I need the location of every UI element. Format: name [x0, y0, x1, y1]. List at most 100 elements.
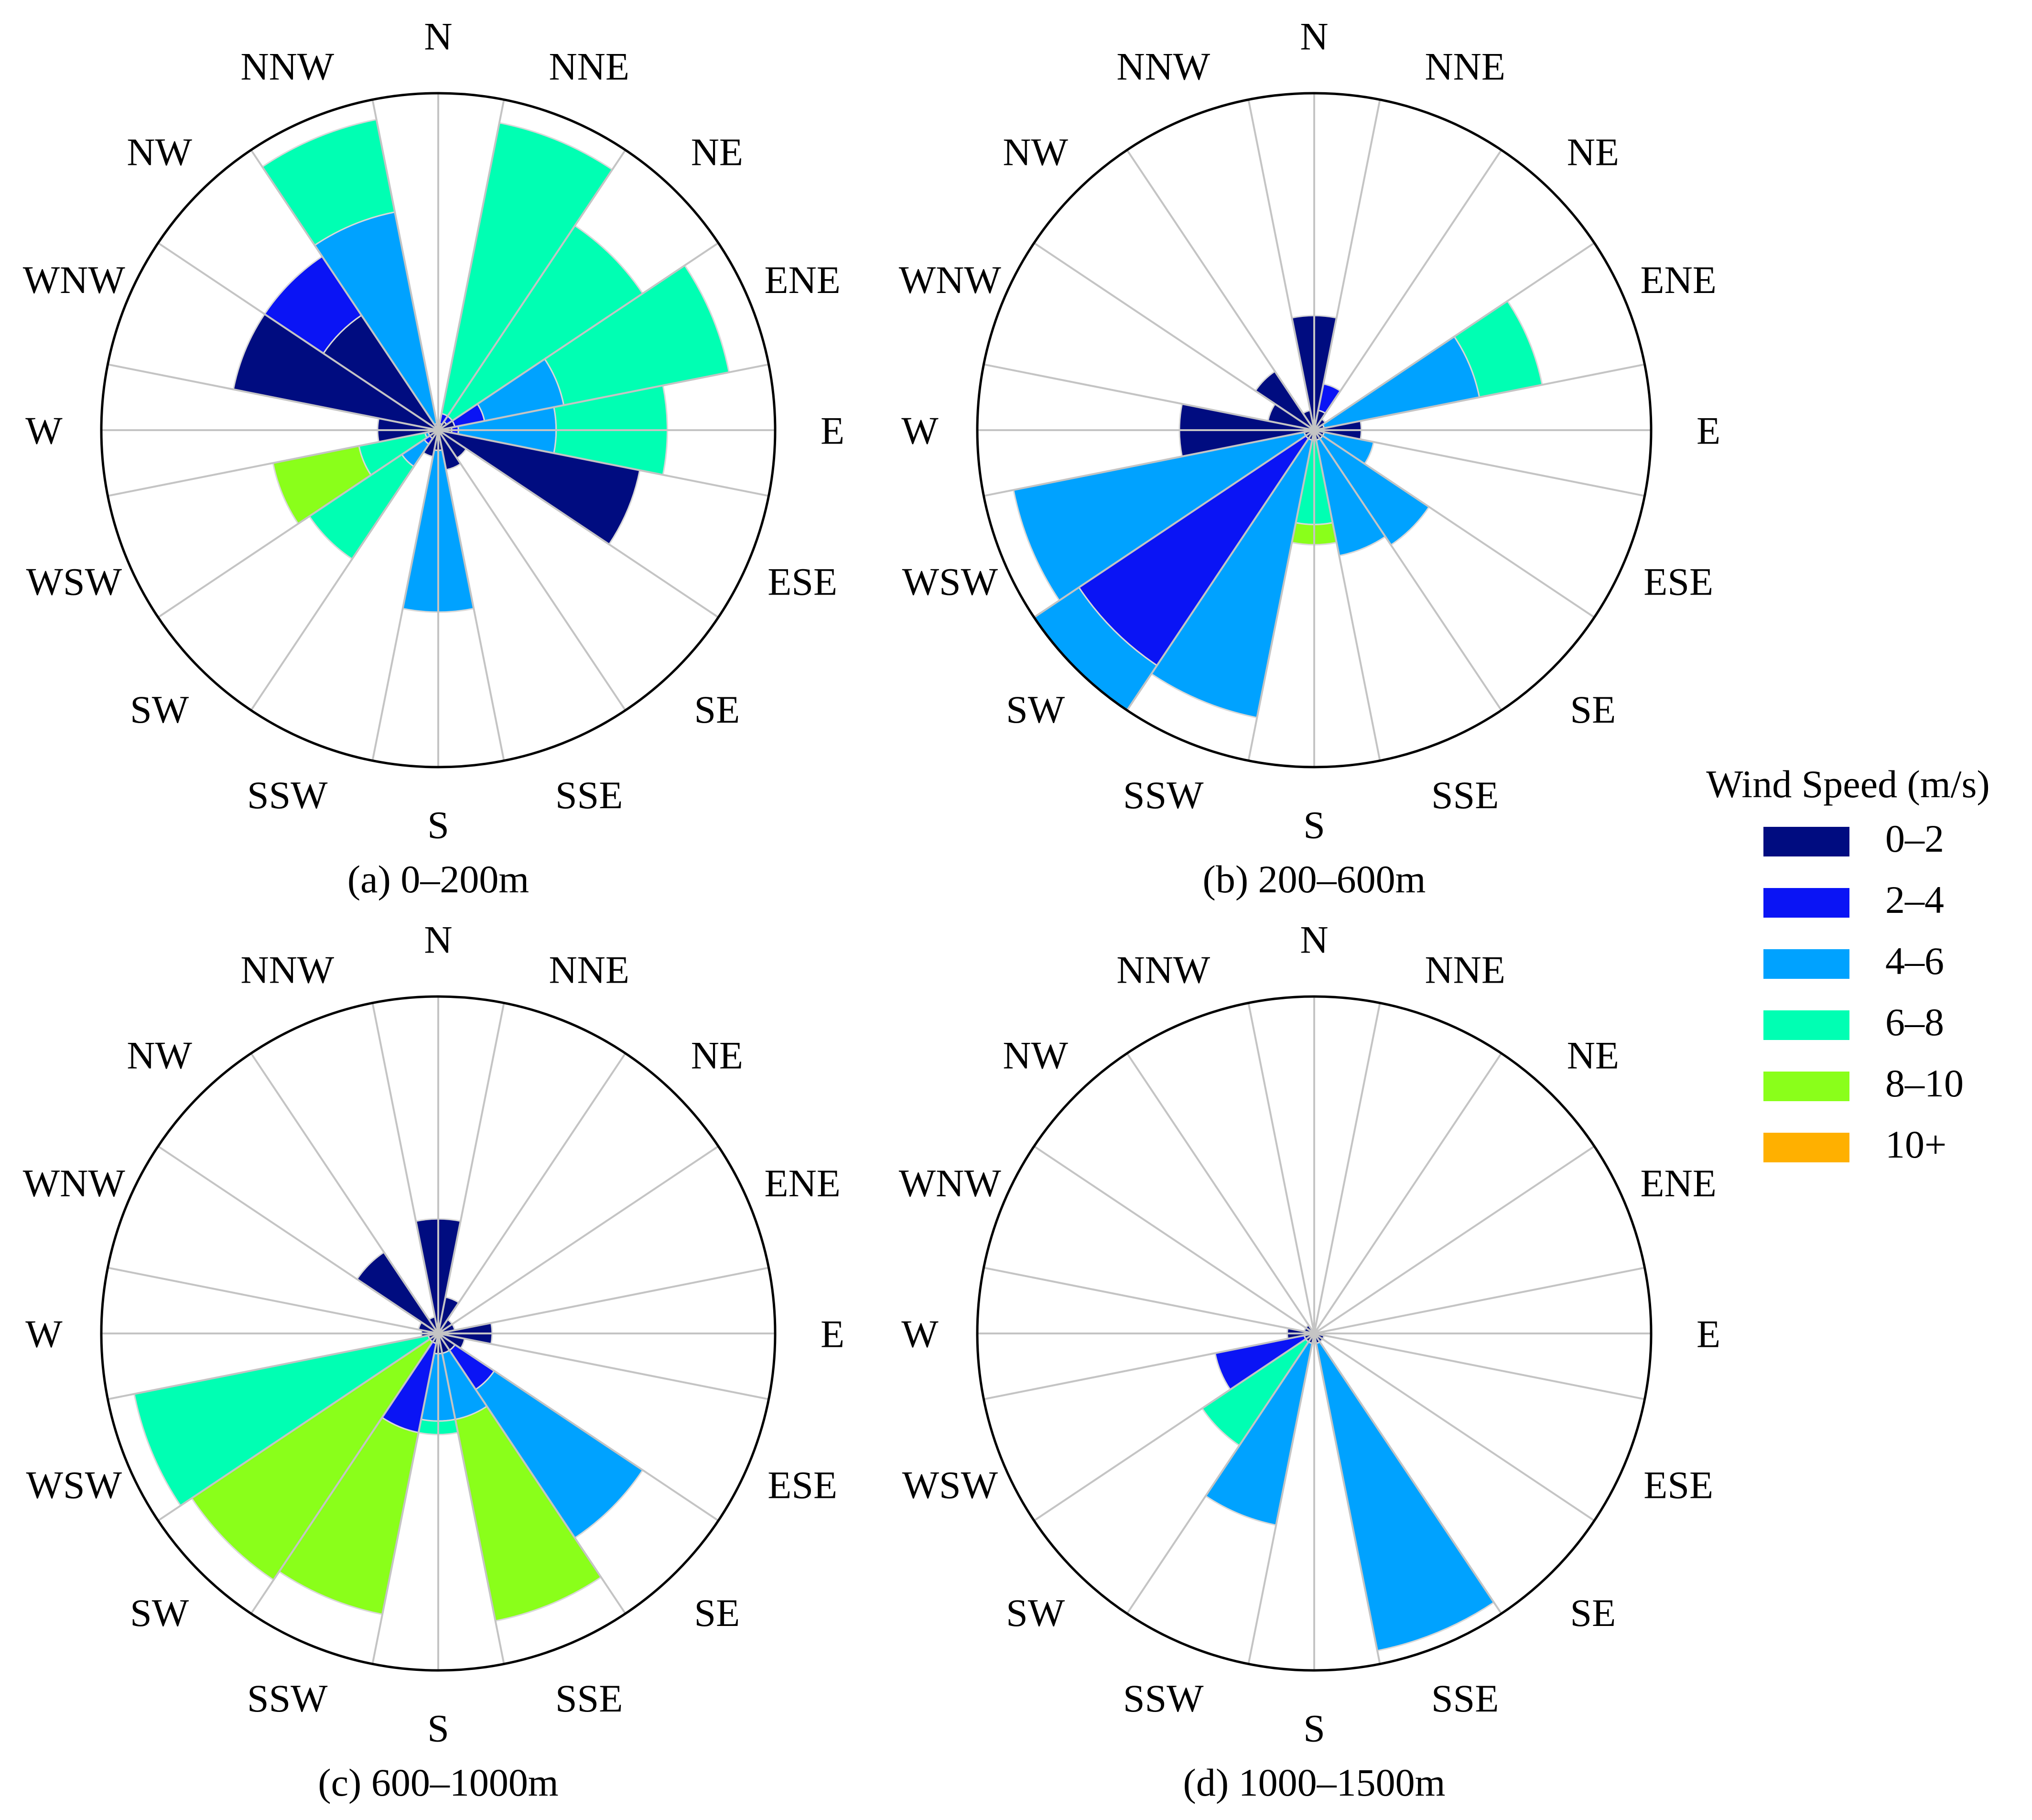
direction-label-n: N [1300, 918, 1328, 962]
legend-swatch-5 [1763, 1133, 1849, 1162]
grid-spoke [371, 1333, 439, 1664]
legend-label-2: 4–6 [1885, 939, 1944, 983]
grid-spoke [108, 429, 439, 497]
direction-label-w: W [25, 1312, 63, 1356]
direction-label-ssw: SSW [1123, 1677, 1204, 1720]
grid-spoke [157, 242, 439, 431]
windrose-bar-ssw-bin-4 [278, 1416, 420, 1615]
direction-label-wnw: WNW [899, 258, 1002, 302]
direction-label-wsw: WSW [26, 560, 122, 603]
windrose-bar-ese-bin-0 [438, 429, 641, 546]
grid-spoke [437, 1145, 719, 1334]
panel-title: (c) 600–1000m [318, 1761, 558, 1804]
windrose-bar-ssw-bin-2 [1204, 1341, 1313, 1526]
direction-label-e: E [821, 1312, 844, 1356]
direction-label-ene: ENE [764, 1161, 840, 1205]
direction-label-s: S [427, 1707, 449, 1750]
grid-spoke [250, 1052, 439, 1334]
grid-spoke [250, 1332, 439, 1614]
direction-label-ne: NE [691, 130, 743, 173]
grid-spoke [1247, 430, 1315, 761]
grid-spoke [437, 429, 627, 711]
grid-spoke [984, 1332, 1315, 1400]
direction-label-w: W [901, 1312, 939, 1356]
wind-rose-panel: N NNE NE ENE E ESE SE SSE S SSW SW WSW W WNW NW NNW (b) … [899, 15, 1720, 901]
grid-spoke [250, 429, 439, 711]
grid-spoke [438, 1332, 769, 1400]
direction-label-se: SE [1570, 1591, 1616, 1635]
grid-spoke [157, 429, 439, 618]
grid-spoke [1313, 429, 1502, 711]
direction-label-ssw: SSW [247, 773, 328, 817]
windrose-bar-se-bin-2 [1319, 434, 1430, 546]
windrose-bar-sw-bin-3 [1201, 1338, 1310, 1447]
legend-swatch-3 [1763, 1010, 1849, 1040]
wind-rose-panel: N NNE NE ENE E ESE SE SSE S SSW SW WSW W WNW NW NNW (c) … [23, 918, 844, 1804]
outer-ring [976, 995, 1653, 1672]
grid-spoke [1314, 429, 1645, 497]
grid-spoke [1313, 149, 1502, 431]
windrose-bar-ne-bin-3 [446, 225, 644, 422]
direction-label-wsw: WSW [902, 560, 998, 603]
direction-label-nne: NNE [1425, 948, 1505, 991]
direction-label-e: E [821, 409, 844, 453]
grid-spoke [250, 149, 439, 431]
grid-spoke [437, 149, 627, 431]
grid-spoke [1314, 1332, 1645, 1400]
grid-spoke [437, 1332, 719, 1522]
direction-label-nw: NW [1003, 1033, 1068, 1077]
grid-spoke [1313, 1052, 1502, 1334]
direction-label-sw: SW [1006, 688, 1065, 731]
direction-label-ese: ESE [1643, 560, 1713, 603]
direction-label-s: S [1303, 1707, 1325, 1750]
direction-label-nw: NW [1003, 130, 1068, 173]
direction-label-s: S [1303, 803, 1325, 847]
direction-label-ne: NE [691, 1033, 743, 1077]
direction-label-se: SE [1570, 688, 1616, 731]
grid-spoke [157, 1332, 439, 1522]
grid-spoke [984, 429, 1315, 497]
grid-spoke [1313, 430, 1381, 761]
direction-label-nnw: NNW [1116, 948, 1210, 991]
outer-ring [100, 92, 777, 769]
direction-label-nnw: NNW [240, 44, 334, 88]
direction-label-nne: NNE [549, 948, 629, 991]
direction-label-ese: ESE [767, 1463, 837, 1506]
grid-spoke [1313, 1145, 1595, 1334]
direction-label-w: W [25, 409, 63, 453]
grid-spoke [437, 99, 505, 431]
windrose-bar-sw-bin-4 [191, 1338, 434, 1581]
grid-spoke [437, 429, 719, 618]
direction-label-wsw: WSW [26, 1463, 122, 1506]
grid-spoke [108, 1267, 439, 1334]
direction-label-ese: ESE [1643, 1463, 1713, 1506]
legend-swatch-4 [1763, 1072, 1849, 1101]
direction-label-wsw: WSW [902, 1463, 998, 1506]
direction-label-nne: NNE [1425, 44, 1505, 88]
legend-label-3: 6–8 [1885, 1000, 1944, 1044]
grid-spoke [1126, 1332, 1315, 1614]
direction-label-ssw: SSW [1123, 773, 1204, 817]
direction-label-ese: ESE [767, 560, 837, 603]
panel-title: (d) 1000–1500m [1183, 1761, 1446, 1804]
grid-spoke [157, 1145, 439, 1334]
direction-label-sse: SSE [1431, 1677, 1499, 1720]
direction-label-ene: ENE [764, 258, 840, 302]
direction-label-nne: NNE [549, 44, 629, 88]
direction-label-sse: SSE [555, 773, 623, 817]
direction-label-n: N [1300, 15, 1328, 58]
direction-label-se: SE [694, 1591, 740, 1635]
direction-label-nnw: NNW [240, 948, 334, 991]
grid-spoke [437, 1333, 505, 1664]
direction-label-ssw: SSW [247, 1677, 328, 1720]
direction-label-wnw: WNW [23, 1161, 126, 1205]
grid-spoke [108, 1332, 439, 1400]
panel-title: (b) 200–600m [1203, 857, 1426, 901]
grid-spoke [1313, 99, 1381, 431]
grid-spoke [1033, 429, 1315, 618]
legend-title: Wind Speed (m/s) [1706, 762, 1989, 806]
grid-spoke [437, 430, 505, 761]
windrose-bar-wnw-bin-0 [232, 313, 439, 431]
direction-label-n: N [424, 918, 452, 962]
